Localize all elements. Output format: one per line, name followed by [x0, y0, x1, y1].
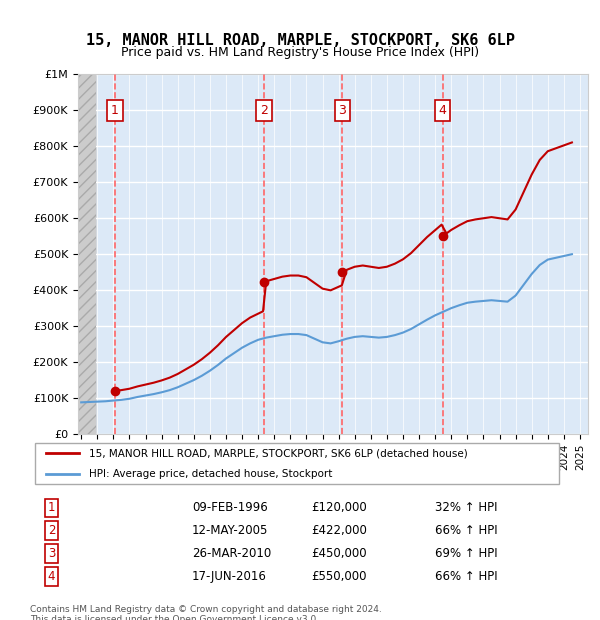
Text: 17-JUN-2016: 17-JUN-2016: [192, 570, 267, 583]
Text: Price paid vs. HM Land Registry's House Price Index (HPI): Price paid vs. HM Land Registry's House …: [121, 46, 479, 59]
Text: £450,000: £450,000: [311, 547, 367, 560]
Text: 15, MANOR HILL ROAD, MARPLE, STOCKPORT, SK6 6LP (detached house): 15, MANOR HILL ROAD, MARPLE, STOCKPORT, …: [89, 448, 468, 458]
Text: 3: 3: [48, 547, 55, 560]
Text: HPI: Average price, detached house, Stockport: HPI: Average price, detached house, Stoc…: [89, 469, 333, 479]
Text: 15, MANOR HILL ROAD, MARPLE, STOCKPORT, SK6 6LP: 15, MANOR HILL ROAD, MARPLE, STOCKPORT, …: [86, 33, 514, 48]
Text: £550,000: £550,000: [311, 570, 366, 583]
Text: £422,000: £422,000: [311, 525, 367, 537]
Text: 32% ↑ HPI: 32% ↑ HPI: [435, 502, 497, 515]
Text: £120,000: £120,000: [311, 502, 367, 515]
Text: 4: 4: [48, 570, 55, 583]
Text: 69% ↑ HPI: 69% ↑ HPI: [435, 547, 497, 560]
Text: 09-FEB-1996: 09-FEB-1996: [192, 502, 268, 515]
Text: 3: 3: [338, 104, 346, 117]
Text: 2: 2: [48, 525, 55, 537]
Text: 2: 2: [260, 104, 268, 117]
Text: 1: 1: [111, 104, 119, 117]
Text: 66% ↑ HPI: 66% ↑ HPI: [435, 525, 497, 537]
Text: 4: 4: [439, 104, 446, 117]
Text: 66% ↑ HPI: 66% ↑ HPI: [435, 570, 497, 583]
Text: 1: 1: [48, 502, 55, 515]
Bar: [73, 74, 95, 434]
Text: 12-MAY-2005: 12-MAY-2005: [192, 525, 268, 537]
Bar: [73, 74, 95, 434]
FancyBboxPatch shape: [35, 443, 559, 484]
Text: 26-MAR-2010: 26-MAR-2010: [192, 547, 271, 560]
Text: Contains HM Land Registry data © Crown copyright and database right 2024.
This d: Contains HM Land Registry data © Crown c…: [30, 604, 382, 620]
